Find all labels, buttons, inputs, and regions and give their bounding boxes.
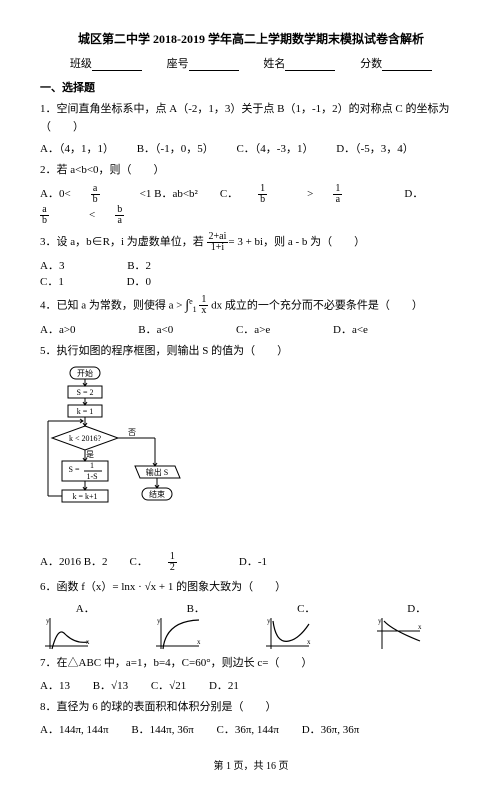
fc-s2: S = 2 (77, 388, 94, 397)
q2-options: A．0<ab<1 B．ab<b² C．1b>1a D．ab<ba (40, 184, 462, 226)
q3-c: C．1 (40, 276, 64, 288)
section-heading: 一、选择题 (40, 79, 462, 95)
graph-c: xy (261, 616, 311, 651)
q3-mid: = 3 + bi，则 a - b 为（ ） (228, 236, 365, 248)
graph-b: xy (151, 616, 201, 651)
q4-d: D．a<e (333, 324, 368, 336)
question-6: 6．函数 f（x）= lnx · √x + 1 的图象大致为（ ） (40, 579, 462, 597)
question-8: 8．直径为 6 的球的表面积和体积分别是（ ） (40, 699, 462, 717)
svg-text:y: y (267, 617, 271, 625)
fc-fd: 1-S (86, 472, 97, 481)
q7-b: B．√13 (93, 680, 128, 692)
q3-a: A．3 (40, 260, 64, 272)
svg-text:y: y (46, 617, 50, 625)
svg-text:x: x (418, 623, 422, 631)
fc-no: 否 (128, 428, 136, 437)
q4-pre: 4．已知 a 为常数，则使得 a > (40, 300, 185, 312)
q3-d: D．0 (127, 276, 151, 288)
q3-options: A．3 B．2 C．1 D．0 (40, 257, 462, 289)
page-footer: 第 1 页，共 16 页 (40, 757, 462, 772)
question-3: 3．设 a，b∈R，i 为虚数单位，若 2+ai1+i= 3 + bi，则 a … (40, 232, 462, 253)
fc-out: 输出 S (146, 467, 168, 477)
q3-text: 3．设 a，b∈R，i 为虚数单位，若 (40, 236, 207, 248)
q4-post: dx 成立的一个充分而不必要条件是（ ） (208, 300, 423, 312)
page-title: 城区第二中学 2018-2019 学年高二上学期数学期末模拟试卷含解析 (40, 30, 462, 47)
fc-kpp: k = k+1 (72, 492, 97, 501)
score-label: 分数 (360, 58, 382, 70)
q2-c-mid: > (307, 188, 313, 200)
svg-text:x: x (197, 638, 201, 646)
q4-b: B．a<0 (138, 324, 173, 336)
question-1: 1．空间直角坐标系中，点 A（-2，1，3）关于点 B（1，-1，2）的对称点 … (40, 101, 462, 136)
q7-d: D．21 (209, 680, 239, 692)
q5-ab: A．2016 B．2 C． (40, 556, 148, 568)
q1-c: C．（4，-3，1） (236, 143, 313, 155)
q6-lb: B． (187, 603, 205, 615)
q6-graphs: A． xy B． xy C． xy D． (40, 600, 462, 651)
flowchart: 开始 S = 2 k = 1 k < 2016? 是 否 S = 1 1-S k… (40, 365, 210, 550)
q8-b: B．144π, 36π (131, 724, 193, 736)
graph-d: xy (372, 616, 422, 651)
svg-text:y: y (157, 617, 161, 625)
q8-c: C．36π, 144π (217, 724, 279, 736)
q6-lc: C． (297, 603, 315, 615)
q1-a: A．（4，1，1） (40, 143, 114, 155)
q7-options: A．13 B．√13 C．√21 D．21 (40, 677, 462, 693)
fc-start: 开始 (77, 368, 93, 378)
q7-c: C．√21 (151, 680, 186, 692)
q8-d: D．36π, 36π (302, 724, 360, 736)
graph-a: xy (40, 616, 90, 651)
q7-a: A．13 (40, 680, 70, 692)
question-5: 5．执行如图的程序框图，则输出 S 的值为（ ） (40, 343, 462, 361)
header-fields: 班级 座号 姓名 分数 (40, 55, 462, 71)
q4-options: A．a>0 B．a<0 C．a>e D．a<e (40, 321, 462, 337)
q5-options: A．2016 B．2 C．12 D．-1 (40, 552, 462, 573)
svg-text:y: y (378, 617, 382, 625)
name-label: 姓名 (263, 58, 285, 70)
q1-d: D．（-5，3，4） (336, 143, 414, 155)
q6-ld: D． (407, 603, 426, 615)
q1-text: 1．空间直角坐标系中，点 A（-2，1，3）关于点 B（1，-1，2）的对称点 … (40, 103, 449, 133)
q8-a: A．144π, 144π (40, 724, 109, 736)
q3-b: B．2 (127, 260, 151, 272)
q2-d-mid: < (89, 209, 95, 221)
question-7: 7．在△ABC 中，a=1，b=4，C=60°，则边长 c=（ ） (40, 655, 462, 673)
fc-end: 结束 (149, 489, 165, 499)
q1-options: A．（4，1，1） B．（-1，0，5） C．（4，-3，1） D．（-5，3，… (40, 140, 462, 156)
fc-fn: 1 (90, 461, 94, 470)
q2-a-pre: A．0< (40, 188, 71, 200)
q1-b: B．（-1，0，5） (137, 143, 214, 155)
fc-yes: 是 (86, 450, 94, 459)
q2-d-pre: D． (382, 188, 423, 200)
q4-a: A．a>0 (40, 324, 76, 336)
q2-ab: <1 B．ab<b² C． (140, 188, 239, 200)
svg-text:x: x (86, 638, 90, 646)
question-2: 2．若 a<b<0，则（ ） (40, 162, 462, 180)
fc-step: S = (69, 465, 80, 474)
q5-d: D．-1 (217, 556, 267, 568)
question-4: 4．已知 a 为常数，则使得 a > ∫e1 1x dx 成立的一个充分而不必要… (40, 295, 462, 317)
q8-options: A．144π, 144π B．144π, 36π C．36π, 144π D．3… (40, 721, 462, 737)
fc-k1: k = 1 (77, 407, 94, 416)
q4-c: C．a>e (236, 324, 270, 336)
class-label: 班级 (70, 58, 92, 70)
q6-la: A． (76, 603, 95, 615)
svg-text:x: x (307, 638, 311, 646)
seat-label: 座号 (167, 58, 189, 70)
fc-cond: k < 2016? (69, 434, 102, 443)
